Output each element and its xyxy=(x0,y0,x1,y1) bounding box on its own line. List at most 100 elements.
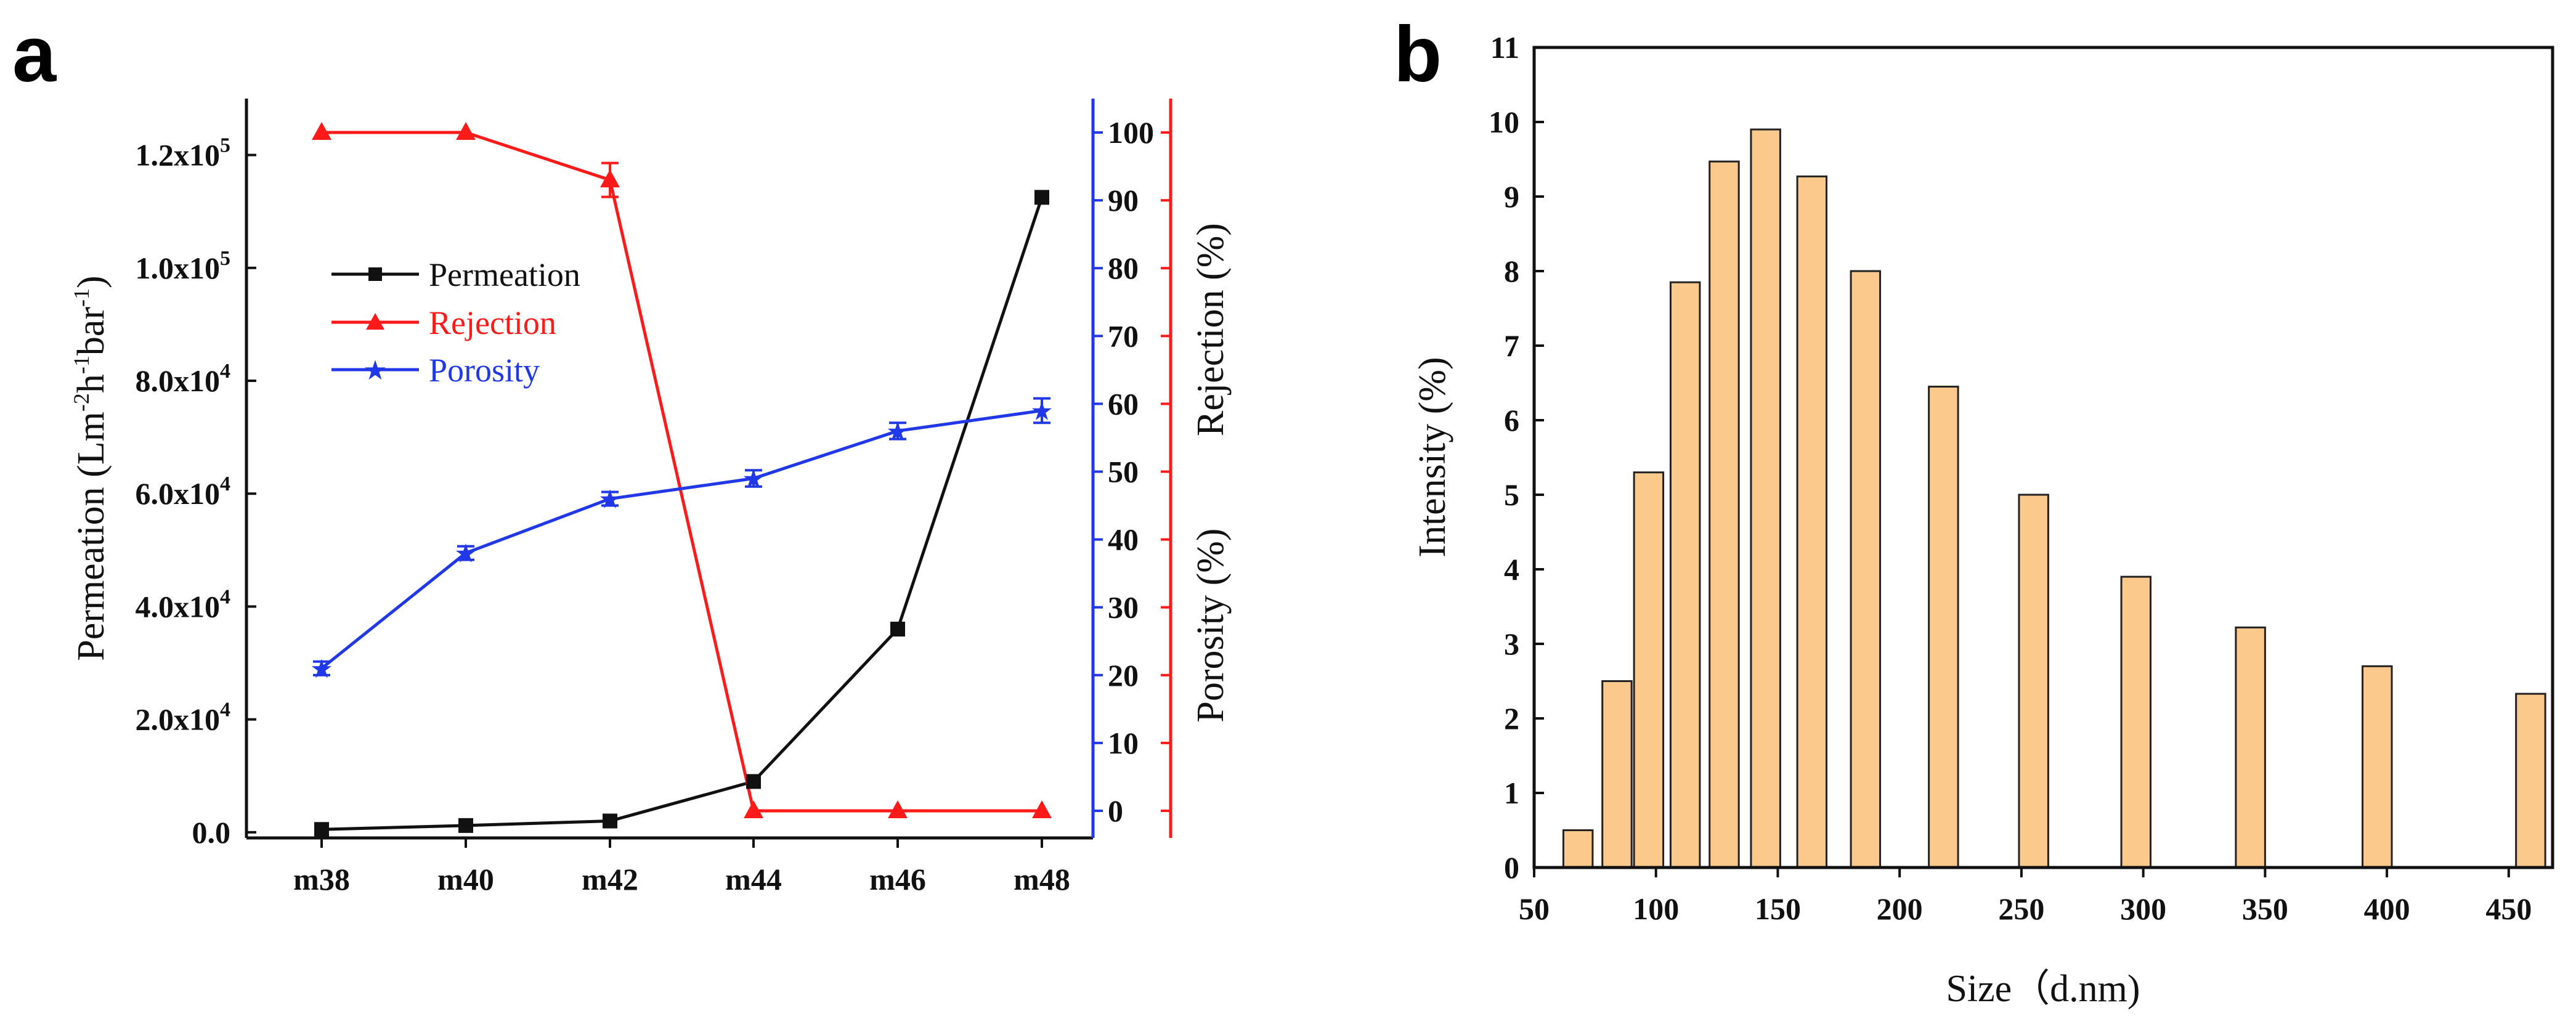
b-y-axis-title: Intensity (%) xyxy=(1412,357,1453,557)
a-rejection-axis-title: Rejection (%) xyxy=(1190,223,1232,436)
b-y-tick-label: 1 xyxy=(1504,776,1519,810)
a-left-tick-label: 2.0x104 xyxy=(136,699,231,737)
point-rejection xyxy=(456,122,476,140)
point-rejection xyxy=(600,169,620,188)
point-permeation xyxy=(890,622,905,637)
bar xyxy=(2120,575,2151,869)
bar xyxy=(2515,693,2546,869)
a-x-tick-label: m44 xyxy=(725,862,782,896)
a-right-tick-label: 40 xyxy=(1108,522,1139,557)
legend-marker-porosity: ★ xyxy=(363,356,387,386)
b-x-tick-label: 50 xyxy=(1519,892,1550,926)
b-y-tick-label: 10 xyxy=(1489,105,1519,139)
b-y-tick-label: 4 xyxy=(1504,552,1519,587)
b-y-tick-label: 9 xyxy=(1504,179,1519,214)
legend-entry-permeation: Permeation xyxy=(331,256,580,293)
point-permeation xyxy=(1034,190,1049,205)
point-porosity: ★ xyxy=(454,540,477,569)
bar xyxy=(1928,386,1959,869)
a-x-tick-label: m48 xyxy=(1014,862,1070,896)
b-y-tick-label: 2 xyxy=(1504,701,1519,736)
a-series-markers: ★ ★ ★ ★ ★ ★ xyxy=(310,122,1054,837)
a-right-tick-label: 10 xyxy=(1108,726,1139,760)
b-x-tick-label: 450 xyxy=(2485,892,2532,926)
b-bars xyxy=(1562,128,2546,869)
point-porosity: ★ xyxy=(742,466,765,494)
panel-b-bar-chart: 0 1 2 3 4 5 6 7 8 9 10 11 50 100 150 200 250 300 350 400 45… xyxy=(1412,30,2554,1010)
b-y-ticks xyxy=(1534,46,1544,869)
series-line-permeation xyxy=(321,197,1044,831)
a-x-tick-label: m46 xyxy=(869,862,926,896)
b-x-tick-labels: 50 100 150 200 250 300 350 400 450 xyxy=(1519,892,2532,926)
a-right-tick-label: 30 xyxy=(1108,590,1139,625)
legend-entry-porosity: ★ Porosity xyxy=(331,352,540,389)
a-right-tick-labels: 0 10 20 30 40 50 60 70 80 90 100 xyxy=(1108,115,1154,828)
b-y-tick-label: 8 xyxy=(1504,254,1519,288)
bar xyxy=(1750,128,1781,869)
a-x-ticks xyxy=(320,838,1043,848)
point-rejection xyxy=(312,122,331,140)
bar xyxy=(1796,175,1828,869)
a-right-tick-label: 70 xyxy=(1108,319,1139,353)
b-y-tick-label: 6 xyxy=(1504,403,1519,437)
b-x-tick-label: 250 xyxy=(1998,892,2044,926)
point-permeation xyxy=(458,818,473,833)
a-legend: Permeation Rejection ★ Porosity xyxy=(331,256,580,389)
b-x-tick-label: 300 xyxy=(2120,892,2166,926)
point-porosity: ★ xyxy=(598,486,622,514)
b-x-tick-label: 100 xyxy=(1633,892,1679,926)
legend-entry-rejection: Rejection xyxy=(331,304,556,341)
a-x-tick-label: m40 xyxy=(437,862,494,896)
point-permeation xyxy=(603,813,617,829)
a-x-tick-label: m42 xyxy=(582,862,638,896)
a-porosity-axis-title: Porosity (%) xyxy=(1190,528,1232,722)
bar xyxy=(1633,471,1665,869)
panel-letter-b: b xyxy=(1394,10,1442,99)
series-line-porosity xyxy=(320,408,1042,670)
point-porosity: ★ xyxy=(310,656,333,684)
legend-marker-rejection xyxy=(366,313,384,330)
point-rejection xyxy=(744,800,763,818)
b-x-axis-title: Size（d.nm) xyxy=(1946,968,2140,1010)
a-left-tick-label: 4.0x104 xyxy=(136,585,231,624)
legend-label-porosity: Porosity xyxy=(429,352,540,389)
legend-label-rejection: Rejection xyxy=(429,304,556,341)
panel-a-line-chart: ★ ★ ★ ★ ★ ★ 0.0 2.0x104 4.0x104 6.0x104 8.0x104 1.… xyxy=(69,99,1232,896)
point-rejection xyxy=(1032,800,1052,818)
a-left-tick-label: 6.0x104 xyxy=(136,473,231,511)
a-left-tick-label: 1.2x105 xyxy=(136,134,231,173)
a-right-ticks xyxy=(1093,131,1171,812)
b-y-tick-labels: 0 1 2 3 4 5 6 7 8 9 10 11 xyxy=(1489,30,1519,885)
a-left-tick-labels: 0.0 2.0x104 4.0x104 6.0x104 8.0x104 1.0x105 1.… xyxy=(136,134,231,850)
a-left-tick-label: 0.0 xyxy=(192,815,231,850)
b-y-tick-label: 0 xyxy=(1504,850,1519,885)
a-series-lines xyxy=(320,131,1044,831)
a-x-tick-labels: m38 m40 m42 m44 m46 m48 xyxy=(293,862,1070,896)
b-x-tick-label: 200 xyxy=(1877,892,1923,926)
point-rejection xyxy=(888,800,908,818)
b-y-tick-label: 7 xyxy=(1504,328,1519,363)
point-porosity: ★ xyxy=(1030,397,1054,426)
legend-marker-permeation xyxy=(368,267,382,281)
point-permeation xyxy=(314,822,329,837)
panel-letter-a: a xyxy=(12,10,57,99)
point-permeation xyxy=(746,774,761,789)
point-porosity: ★ xyxy=(886,418,909,446)
a-right-tick-label: 90 xyxy=(1108,183,1139,217)
a-right-tick-label: 80 xyxy=(1108,251,1139,285)
a-right-tick-label: 50 xyxy=(1108,455,1139,489)
bar xyxy=(1709,160,1740,869)
a-right-tick-label: 20 xyxy=(1108,658,1139,693)
legend-label-permeation: Permeation xyxy=(429,256,580,293)
a-right-tick-label: 0 xyxy=(1108,794,1123,828)
b-plot-frame xyxy=(1532,46,2554,869)
a-left-axis-title: Permeation (Lm-2h-1bar-1) xyxy=(69,275,112,660)
b-y-tick-label: 5 xyxy=(1504,477,1519,512)
a-x-tick-label: m38 xyxy=(293,862,350,896)
bar xyxy=(2362,665,2393,869)
b-x-tick-label: 150 xyxy=(1755,892,1801,926)
b-x-tick-label: 400 xyxy=(2364,892,2410,926)
b-y-tick-label: 3 xyxy=(1504,627,1519,661)
